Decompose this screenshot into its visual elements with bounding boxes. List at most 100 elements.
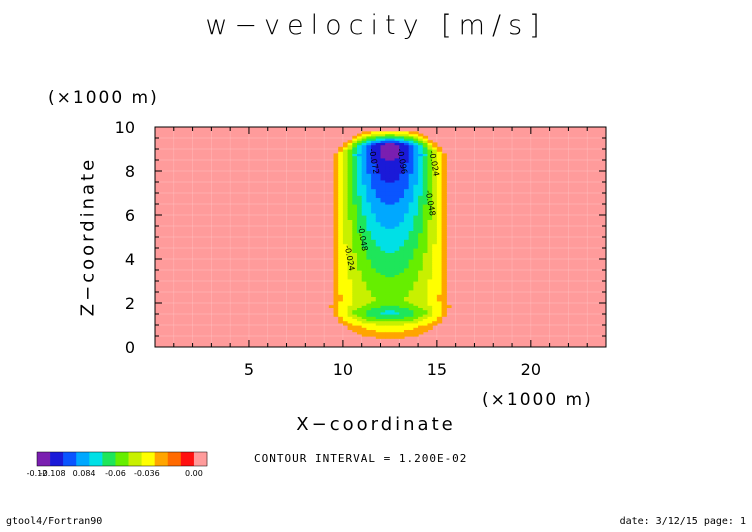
contour-cell xyxy=(422,309,429,313)
contour-cell xyxy=(366,265,372,269)
contour-cell xyxy=(352,157,358,161)
contour-cell xyxy=(436,298,443,302)
contour-cell xyxy=(338,241,344,245)
contour-cell xyxy=(427,307,433,311)
contour-cell xyxy=(375,140,382,143)
y-tick-label: 2 xyxy=(125,294,135,313)
contour-cell xyxy=(333,309,339,313)
contour-cell xyxy=(352,182,358,185)
contour-cell xyxy=(441,305,447,308)
contour-cell xyxy=(422,241,429,245)
contour-cell xyxy=(403,325,410,328)
contour-cell xyxy=(441,237,447,240)
contour-cell xyxy=(380,267,386,271)
contour-cell xyxy=(385,285,391,289)
contour-cell xyxy=(366,197,372,201)
contour-cell xyxy=(436,199,443,203)
contour-cell xyxy=(380,182,386,185)
contour-cell xyxy=(371,248,377,251)
contour-cell xyxy=(342,281,349,284)
contour-cell xyxy=(418,144,424,148)
contour-cell xyxy=(338,149,344,152)
contour-cell xyxy=(352,292,358,295)
contour-cell xyxy=(385,168,391,172)
contour-cell xyxy=(389,300,396,304)
contour-cell xyxy=(422,160,429,163)
contour-cell xyxy=(389,314,396,317)
contour-cell xyxy=(418,314,424,317)
contour-cell xyxy=(408,168,414,172)
contour-cell xyxy=(413,215,419,218)
contour-cell xyxy=(333,311,339,315)
contour-cell xyxy=(399,175,405,179)
contour-cell xyxy=(418,135,424,139)
contour-cell xyxy=(389,162,396,165)
contour-cell xyxy=(432,250,438,253)
contour-cell xyxy=(418,193,424,196)
contour-cell xyxy=(333,155,339,159)
contour-cell xyxy=(422,272,429,275)
contour-cell xyxy=(427,210,433,214)
contour-cell xyxy=(352,256,358,260)
contour-cell xyxy=(441,164,447,168)
contour-cell xyxy=(371,204,377,207)
contour-cell xyxy=(427,153,433,157)
contour-cell xyxy=(361,144,368,148)
contour-cell xyxy=(418,173,424,176)
contour-cell xyxy=(432,186,438,190)
contour-cell xyxy=(427,177,433,181)
contour-cell xyxy=(366,263,372,267)
contour-cell xyxy=(422,138,429,141)
contour-cell xyxy=(333,223,339,227)
contour-cell xyxy=(385,265,391,269)
contour-cell xyxy=(427,281,433,284)
contour-cell xyxy=(441,186,447,190)
contour-cell xyxy=(385,237,391,240)
contour-cell xyxy=(380,210,386,214)
contour-cell xyxy=(408,250,414,253)
contour-cell xyxy=(389,331,396,335)
contour-cell xyxy=(441,248,447,251)
contour-cell xyxy=(408,287,414,291)
contour-cell xyxy=(357,146,363,150)
contour-cell xyxy=(361,254,368,258)
contour-cell xyxy=(338,303,344,306)
contour-cell xyxy=(394,276,400,280)
contour-cell xyxy=(389,305,396,308)
contour-cell xyxy=(338,210,344,214)
contour-cell xyxy=(375,212,382,216)
contour-cell xyxy=(403,142,410,146)
contour-cell xyxy=(403,197,410,201)
contour-cell xyxy=(436,206,443,209)
contour-cell xyxy=(347,217,353,220)
contour-cell xyxy=(375,245,382,249)
contour-cell xyxy=(380,184,386,187)
contour-cell xyxy=(418,232,424,236)
contour-cell xyxy=(366,296,372,300)
contour-cell xyxy=(432,179,438,183)
contour-cell xyxy=(371,153,377,157)
contour-cell xyxy=(432,309,438,313)
contour-cell xyxy=(361,245,368,249)
contour-cell xyxy=(366,175,372,179)
contour-cell xyxy=(338,307,344,311)
contour-cell xyxy=(371,151,377,154)
contour-cell xyxy=(422,212,429,216)
contour-cell xyxy=(366,292,372,295)
contour-cell xyxy=(338,228,344,231)
contour-cell xyxy=(385,210,391,214)
contour-cell xyxy=(427,184,433,187)
contour-cell xyxy=(422,243,429,247)
contour-cell xyxy=(357,157,363,161)
contour-cell xyxy=(342,175,349,179)
contour-cell xyxy=(342,320,349,324)
contour-cell xyxy=(333,287,339,291)
contour-cell xyxy=(380,144,386,148)
colorbar-swatch xyxy=(37,452,51,466)
contour-cell xyxy=(399,327,405,330)
contour-cell xyxy=(436,197,443,201)
contour-cell xyxy=(389,155,396,159)
contour-cell xyxy=(394,316,400,319)
contour-cell xyxy=(441,221,447,225)
